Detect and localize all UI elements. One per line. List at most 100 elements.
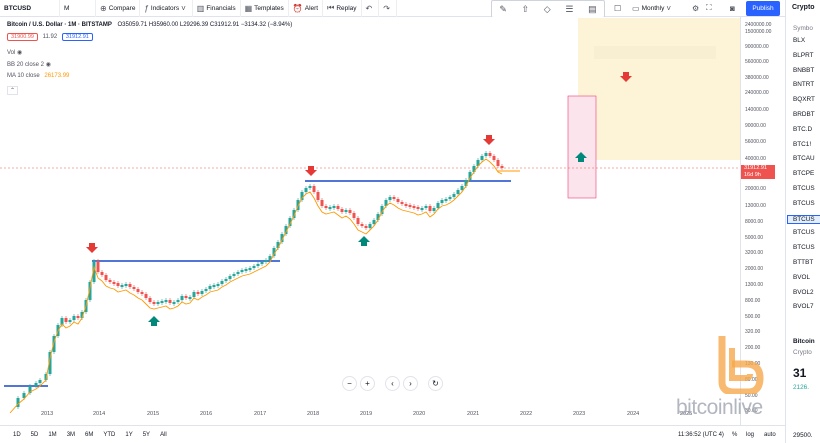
candle-body <box>148 298 152 302</box>
price-axis-label: 80.00 <box>745 377 758 383</box>
candle-body <box>252 266 256 268</box>
replay-button[interactable]: ⏮ Replay <box>323 0 362 17</box>
candle-body <box>484 153 488 156</box>
watchlist-item[interactable]: BTTBT <box>793 259 814 266</box>
symbol-search[interactable]: BTCUSD <box>0 0 60 17</box>
auto-scale-toggle[interactable]: auto <box>764 431 776 438</box>
candle-body <box>156 302 160 304</box>
candle-body <box>168 300 172 303</box>
replay-icon: ⏮ <box>327 3 335 12</box>
volume-indicator-label[interactable]: Vol ◉ <box>7 50 23 56</box>
log-scale-toggle[interactable]: log <box>746 431 755 438</box>
price-axis[interactable]: 2400000.00 1500000.00 900000.00 560000.00 38… <box>740 17 785 425</box>
candle-body <box>212 285 216 287</box>
fullscreen-button[interactable]: ⛶ <box>702 0 718 17</box>
publish-button[interactable]: Publish <box>746 1 780 16</box>
indicators-button[interactable]: ƒ Indicators ˅ <box>140 0 193 17</box>
scroll-right-button[interactable]: › <box>403 376 418 391</box>
price-axis-label: 13000.00 <box>745 203 766 209</box>
undo-button[interactable]: ↶ <box>362 0 380 17</box>
watchlist-item[interactable]: BLX <box>793 37 806 44</box>
candle-body <box>108 280 112 282</box>
watchlist-item[interactable]: BTC1! <box>793 140 812 148</box>
watchlist-item[interactable]: BTCUS <box>793 199 815 207</box>
watchlist-item[interactable]: BVOL7 <box>793 303 814 311</box>
arrow-up-tool-icon[interactable]: ⇧ <box>521 3 530 14</box>
range-button-ytd[interactable]: YTD <box>103 431 116 438</box>
watchlist-item[interactable]: BRDBT <box>793 111 815 118</box>
timeframe-dropdown[interactable]: ▭ Monthly ˅ <box>628 0 677 17</box>
watchlist-item[interactable]: BVOL2 <box>793 288 814 296</box>
zoom-in-button[interactable]: + <box>360 376 375 391</box>
ask-price[interactable]: 31912.91 <box>61 33 93 41</box>
percent-scale-toggle[interactable]: % <box>732 431 738 438</box>
range-button-5d[interactable]: 5D <box>30 431 39 438</box>
candle-body <box>300 192 304 200</box>
candle-body <box>120 285 124 287</box>
candle-body <box>432 208 436 211</box>
candle-body <box>272 248 276 256</box>
watchlist-item[interactable]: BTCUS <box>793 244 815 252</box>
compare-button[interactable]: ⊕ Compare <box>96 0 141 17</box>
candle-body <box>144 294 148 298</box>
sell-arrow-icon <box>305 166 317 176</box>
alert-button[interactable]: ⏰ Alert <box>289 0 324 17</box>
range-button-1m[interactable]: 1M <box>48 431 57 438</box>
watchlist-item[interactable]: BTC.D <box>793 125 813 133</box>
reset-chart-button[interactable]: ↻ <box>428 376 443 391</box>
watchlist-item[interactable]: BNBBT <box>793 66 815 74</box>
watchlist-item[interactable]: BLPRT <box>793 51 814 59</box>
time-axis-label: 2019 <box>360 411 373 417</box>
redo-button[interactable]: ↷ <box>379 0 397 17</box>
candle-body <box>256 264 260 266</box>
collapse-legend-button[interactable]: ⌃ <box>7 86 19 95</box>
price-axis-label: 560000.00 <box>745 59 769 65</box>
scroll-left-button[interactable]: ‹ <box>385 376 400 391</box>
zoom-out-button[interactable]: − <box>342 376 357 391</box>
price-axis-label: 20000.00 <box>745 186 766 192</box>
candle-body <box>476 160 480 166</box>
candle-body <box>140 292 144 294</box>
ma-indicator-label[interactable]: MA 10 close 26173.99 <box>7 73 69 79</box>
range-button-1y[interactable]: 1Y <box>125 431 133 438</box>
snapshot-button[interactable]: ◙ <box>726 0 741 17</box>
layout-button[interactable]: ☐ <box>610 0 627 17</box>
bollinger-indicator-label[interactable]: BB 20 close 2 ◉ <box>7 62 51 68</box>
detail-low: 29500. <box>793 432 813 439</box>
fill-icon[interactable]: ◇ <box>543 3 551 14</box>
candle-body <box>38 380 42 383</box>
line-width-icon[interactable]: ☰ <box>565 3 574 14</box>
chart-pane[interactable] <box>0 17 740 425</box>
candle-body <box>268 256 272 260</box>
candle-body <box>340 209 344 212</box>
clock-display[interactable]: 11:36:52 (UTC 4) <box>678 431 724 438</box>
watchlist-item[interactable]: BTCUS <box>787 214 820 224</box>
watchlist-item[interactable]: BQXRT <box>793 96 815 104</box>
range-button-3m[interactable]: 3M <box>66 431 76 438</box>
templates-label: Templates <box>254 4 284 12</box>
candle-body <box>240 270 244 272</box>
bid-price[interactable]: 31900.99 <box>7 33 38 41</box>
watchlist-title[interactable]: Crypto <box>792 4 815 11</box>
candle-body <box>204 289 208 291</box>
settings-button[interactable]: ⚙ <box>688 0 705 17</box>
interval-selector[interactable]: M <box>60 0 96 17</box>
range-button-all[interactable]: All <box>160 431 167 438</box>
text-tool-icon[interactable]: ▤ <box>588 3 597 14</box>
watchlist-item[interactable]: BTCUS <box>793 185 815 192</box>
watchlist-item[interactable]: BTCUS <box>793 229 815 237</box>
watchlist-item[interactable]: BVOL <box>793 273 811 281</box>
range-button-6m[interactable]: 6M <box>85 431 94 438</box>
chart-canvas[interactable] <box>0 17 740 425</box>
candle-body <box>364 226 368 228</box>
range-button-5y[interactable]: 5Y <box>142 431 151 438</box>
candle-body <box>196 292 200 294</box>
financials-button[interactable]: ▥ Financials <box>193 0 241 17</box>
watchlist-item[interactable]: BTCPE <box>793 170 815 178</box>
candle-body <box>488 153 492 156</box>
range-button-1d[interactable]: 1D <box>13 431 21 438</box>
templates-button[interactable]: ▦ Templates <box>241 0 289 17</box>
watchlist-item[interactable]: BNTRT <box>793 81 815 89</box>
watchlist-item[interactable]: BTCAU <box>793 155 815 163</box>
brush-icon[interactable]: ✎ <box>499 3 507 14</box>
